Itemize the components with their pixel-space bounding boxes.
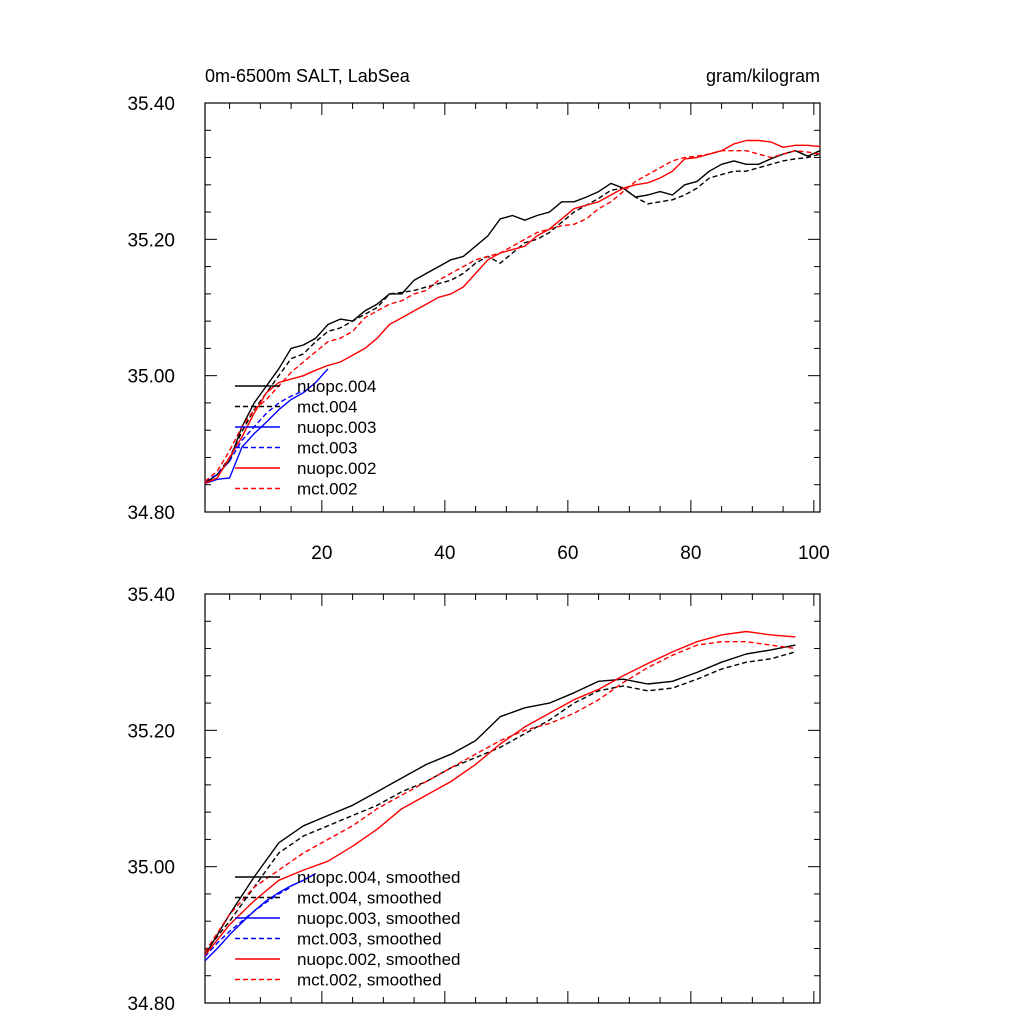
series-line-mct-002-smoothed <box>204 641 796 953</box>
top-panel: 34.80 35.00 35.20 35.40 20 40 60 80 100 nuopc.004… <box>127 94 829 564</box>
x-tick-label: 60 <box>557 543 578 564</box>
legend-label: mct.004, smoothed <box>297 889 442 908</box>
plot-frame <box>204 593 821 1004</box>
series-line-nuopc-004 <box>204 149 821 484</box>
series-line-nuopc-002-smoothed <box>204 630 796 956</box>
series-line-nuopc-004-smoothed <box>204 644 796 956</box>
y-tick-label: 35.20 <box>127 721 175 742</box>
series-line-mct-004-smoothed <box>204 651 796 953</box>
legend-label: nuopc.004 <box>297 377 376 396</box>
legend-label: nuopc.004, smoothed <box>297 868 461 887</box>
series-line-mct-002 <box>204 149 821 482</box>
bottom-panel: 34.80 35.00 35.20 35.40 nuopc.004, smoothed m… <box>127 585 821 1015</box>
y-tick-label: 35.00 <box>127 858 175 879</box>
legend-label: nuopc.003, smoothed <box>297 909 461 928</box>
y-tick-label: 35.00 <box>127 367 175 388</box>
x-tick-label: 80 <box>680 543 701 564</box>
y-tick-label: 35.40 <box>127 94 175 115</box>
y-tick-label: 34.80 <box>127 994 175 1015</box>
plot-frame <box>204 102 821 513</box>
x-tick-label: 40 <box>434 543 455 564</box>
legend-label: mct.004 <box>297 398 357 417</box>
series-line-nuopc-003 <box>204 368 329 485</box>
legend-label: nuopc.003 <box>297 418 376 437</box>
y-tick-label: 35.20 <box>127 230 175 251</box>
x-tick-label: 20 <box>311 543 332 564</box>
chart-title: 0m-6500m SALT, LabSea <box>205 66 411 86</box>
legend-label: nuopc.002 <box>297 459 376 478</box>
series-line-mct-003-smoothed <box>204 886 292 958</box>
legend-label: mct.002 <box>297 480 357 499</box>
legend-label: nuopc.002, smoothed <box>297 950 461 969</box>
y-tick-label: 35.40 <box>127 585 175 606</box>
units-label: gram/kilogram <box>706 66 820 86</box>
legend-label: mct.003, smoothed <box>297 930 442 949</box>
series-line-mct-004 <box>204 153 821 482</box>
legend-label: mct.002, smoothed <box>297 971 442 990</box>
x-tick-label: 100 <box>798 543 830 564</box>
legend-label: mct.003 <box>297 439 357 458</box>
y-tick-label: 34.80 <box>127 503 175 524</box>
